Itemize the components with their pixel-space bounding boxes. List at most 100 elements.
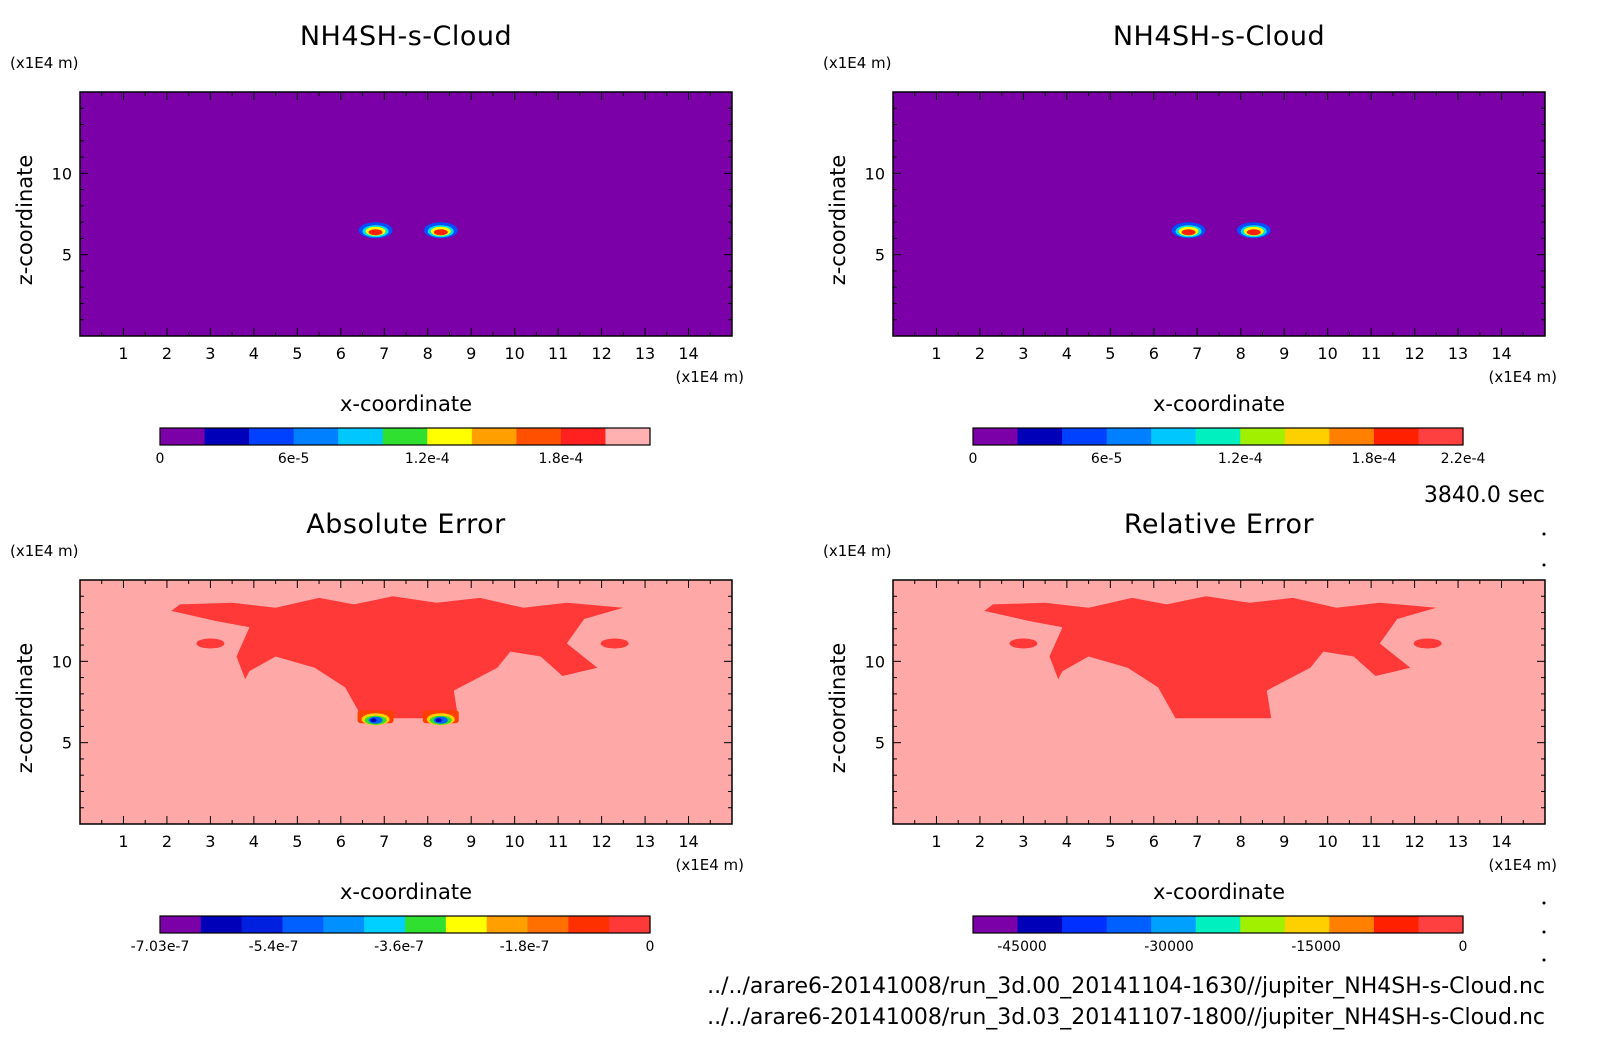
panel-4: Relative Error(x1E4 m)1 2 3 4 5 6 7 8 9 10 11 12 13 1… xyxy=(823,509,1557,955)
x-tick-label: 12 xyxy=(591,832,611,851)
colorbar-swatch xyxy=(382,428,428,445)
x-tick-label: 5 xyxy=(1105,832,1115,851)
panel-3: Absolute Error(x1E4 m)1 2 3 4 5 6 7 8 9 10 11 12 13 1… xyxy=(10,509,744,955)
chart-feature-2 xyxy=(422,710,459,726)
x-axis-label: x-coordinate xyxy=(1153,392,1285,416)
x-tick-label: 10 xyxy=(1317,832,1337,851)
colorbar-tick-label: -1.8e-7 xyxy=(500,939,550,955)
error-side-blob xyxy=(196,638,225,649)
colorbar-swatch xyxy=(1240,428,1286,445)
colorbar-tick-label: 1.2e-4 xyxy=(405,451,450,467)
panel-1: NH4SH-s-Cloud(x1E4 m)1 2 3 4 5 6 7 8 9 10 11 12 13 14… xyxy=(10,21,744,467)
error-region xyxy=(984,596,1437,719)
x-tick-label: 13 xyxy=(635,344,655,363)
colorbar-tick-label: 0 xyxy=(1459,939,1468,955)
x-axis-label: x-coordinate xyxy=(1153,880,1285,904)
x-tick-label: 1 xyxy=(118,344,128,363)
colorbar-swatch xyxy=(973,428,1019,445)
x-axis-label: x-coordinate xyxy=(340,880,472,904)
x-unit-label: (x1E4 m) xyxy=(1488,368,1557,386)
x-tick-label: 14 xyxy=(1491,832,1511,851)
x-tick-label: 5 xyxy=(292,344,302,363)
panel-2: NH4SH-s-Cloud(x1E4 m)1 2 3 4 5 6 7 8 9 10 11 12 13 14… xyxy=(823,21,1557,467)
colorbar-swatch xyxy=(1240,916,1286,933)
x-tick-label: 1 xyxy=(931,832,941,851)
y-unit-label: (x1E4 m) xyxy=(823,542,892,560)
chart-feature-1 xyxy=(1171,222,1206,239)
x-tick-label: 12 xyxy=(1404,832,1424,851)
colorbar-tick-label: 0 xyxy=(156,451,165,467)
x-tick-label: 14 xyxy=(678,832,698,851)
x-tick-label: 3 xyxy=(205,832,215,851)
x-tick-label: 5 xyxy=(292,832,302,851)
colorbar-swatch xyxy=(1329,916,1375,933)
x-tick-label: 6 xyxy=(1149,832,1159,851)
x-tick-label: 2 xyxy=(162,344,172,363)
colorbar: 0 6e-5 1.2e-4 1.8e-4 2.2e-4 xyxy=(969,427,1486,467)
error-side-blob xyxy=(1413,638,1442,649)
colorbar-swatch xyxy=(364,916,406,933)
x-tick-label: 10 xyxy=(504,832,524,851)
colorbar-swatch xyxy=(1195,916,1241,933)
x-tick-label: 11 xyxy=(548,344,568,363)
plot-area xyxy=(893,92,1545,336)
x-tick-label: 14 xyxy=(678,344,698,363)
colorbar-swatch xyxy=(160,428,206,445)
colorbar-swatch xyxy=(282,916,324,933)
colorbar-swatch xyxy=(1106,916,1152,933)
y-axis-label: z-coordinate xyxy=(13,155,37,286)
colorbar-tick-label: -45000 xyxy=(997,939,1047,955)
x-tick-label: 8 xyxy=(423,344,433,363)
colorbar-swatch xyxy=(527,916,569,933)
y-tick-label: 10 xyxy=(52,652,72,671)
y-unit-label: (x1E4 m) xyxy=(10,542,79,560)
x-tick-label: 1 xyxy=(931,344,941,363)
colorbar-swatch xyxy=(249,428,295,445)
colorbar: 0 6e-5 1.2e-4 1.8e-4 xyxy=(156,427,651,467)
x-tick-label: 3 xyxy=(205,344,215,363)
colorbar-swatch xyxy=(973,916,1019,933)
x-tick-label: 2 xyxy=(162,832,172,851)
y-axis-label: z-coordinate xyxy=(826,155,850,286)
colorbar-tick-label: 6e-5 xyxy=(278,451,309,467)
colorbar-swatch xyxy=(427,428,473,445)
colorbar-swatch xyxy=(568,916,610,933)
colorbar-swatch xyxy=(1418,916,1464,933)
x-tick-label: 4 xyxy=(249,344,259,363)
colorbar-swatch xyxy=(200,916,243,933)
chart-feature-1 xyxy=(357,710,394,726)
x-tick-label: 9 xyxy=(466,832,476,851)
x-tick-label: 4 xyxy=(249,832,259,851)
x-tick-label: 1 xyxy=(118,832,128,851)
y-tick-label: 5 xyxy=(875,246,885,265)
colorbar-swatch xyxy=(1373,428,1420,445)
colorbar-swatch xyxy=(609,916,651,933)
colorbar-swatch xyxy=(1062,916,1108,933)
edge-dots xyxy=(1542,532,1546,962)
x-unit-label: (x1E4 m) xyxy=(675,856,744,874)
colorbar-swatch xyxy=(1418,428,1464,445)
x-tick-label: 8 xyxy=(1236,832,1246,851)
colorbar-swatch xyxy=(293,428,339,445)
colorbar-swatch xyxy=(1151,428,1197,445)
x-tick-label: 9 xyxy=(1279,832,1289,851)
x-unit-label: (x1E4 m) xyxy=(675,368,744,386)
colorbar-swatch xyxy=(1284,428,1330,445)
x-tick-label: 3 xyxy=(1018,832,1028,851)
panel-title: NH4SH-s-Cloud xyxy=(1113,21,1325,52)
error-side-blob xyxy=(1009,638,1038,649)
x-tick-label: 3 xyxy=(1018,344,1028,363)
y-axis-label: z-coordinate xyxy=(826,643,850,774)
y-tick-label: 10 xyxy=(52,164,72,183)
colorbar-tick-label: 2.2e-4 xyxy=(1441,451,1486,467)
colorbar-swatch xyxy=(1329,428,1375,445)
x-tick-label: 5 xyxy=(1105,344,1115,363)
colorbar-tick-label: 0 xyxy=(969,451,978,467)
colorbar-swatch xyxy=(323,916,365,933)
colorbar-tick-label: -5.4e-7 xyxy=(249,939,299,955)
time-label: 3840.0 sec xyxy=(1424,483,1545,508)
colorbar-swatch xyxy=(560,428,607,445)
x-tick-label: 11 xyxy=(1361,832,1381,851)
error-side-blob xyxy=(600,638,629,649)
